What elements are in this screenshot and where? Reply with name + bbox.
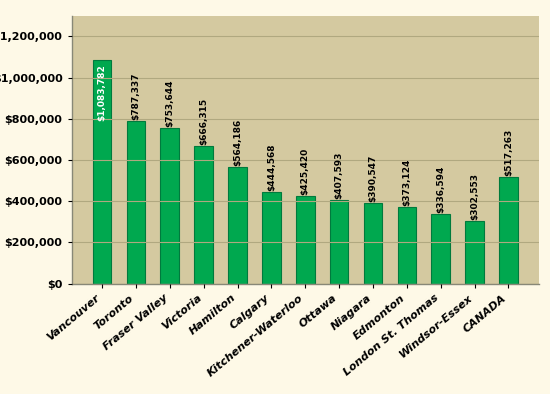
Bar xyxy=(93,60,112,284)
Bar xyxy=(296,196,315,284)
Text: $373,124: $373,124 xyxy=(403,158,411,206)
Text: $444,568: $444,568 xyxy=(267,143,276,191)
Text: $390,547: $390,547 xyxy=(368,155,377,202)
Text: $666,315: $666,315 xyxy=(199,98,208,145)
Bar xyxy=(364,203,382,284)
Bar xyxy=(194,146,213,284)
Text: $517,263: $517,263 xyxy=(504,129,513,176)
Text: $1,083,782: $1,083,782 xyxy=(97,65,107,121)
Bar xyxy=(161,128,179,284)
Bar xyxy=(431,214,450,284)
Text: $787,337: $787,337 xyxy=(131,73,140,121)
Text: $753,644: $753,644 xyxy=(166,80,174,127)
Text: $302,553: $302,553 xyxy=(470,173,479,220)
Bar xyxy=(330,200,349,284)
Bar xyxy=(262,192,280,284)
Text: $564,186: $564,186 xyxy=(233,119,242,166)
Bar xyxy=(126,121,145,284)
Text: $425,420: $425,420 xyxy=(301,148,310,195)
Text: $336,594: $336,594 xyxy=(436,166,445,213)
Bar xyxy=(228,167,247,284)
Bar xyxy=(499,177,518,284)
Text: $407,593: $407,593 xyxy=(334,151,344,199)
Bar xyxy=(465,221,484,284)
Bar xyxy=(398,207,416,284)
